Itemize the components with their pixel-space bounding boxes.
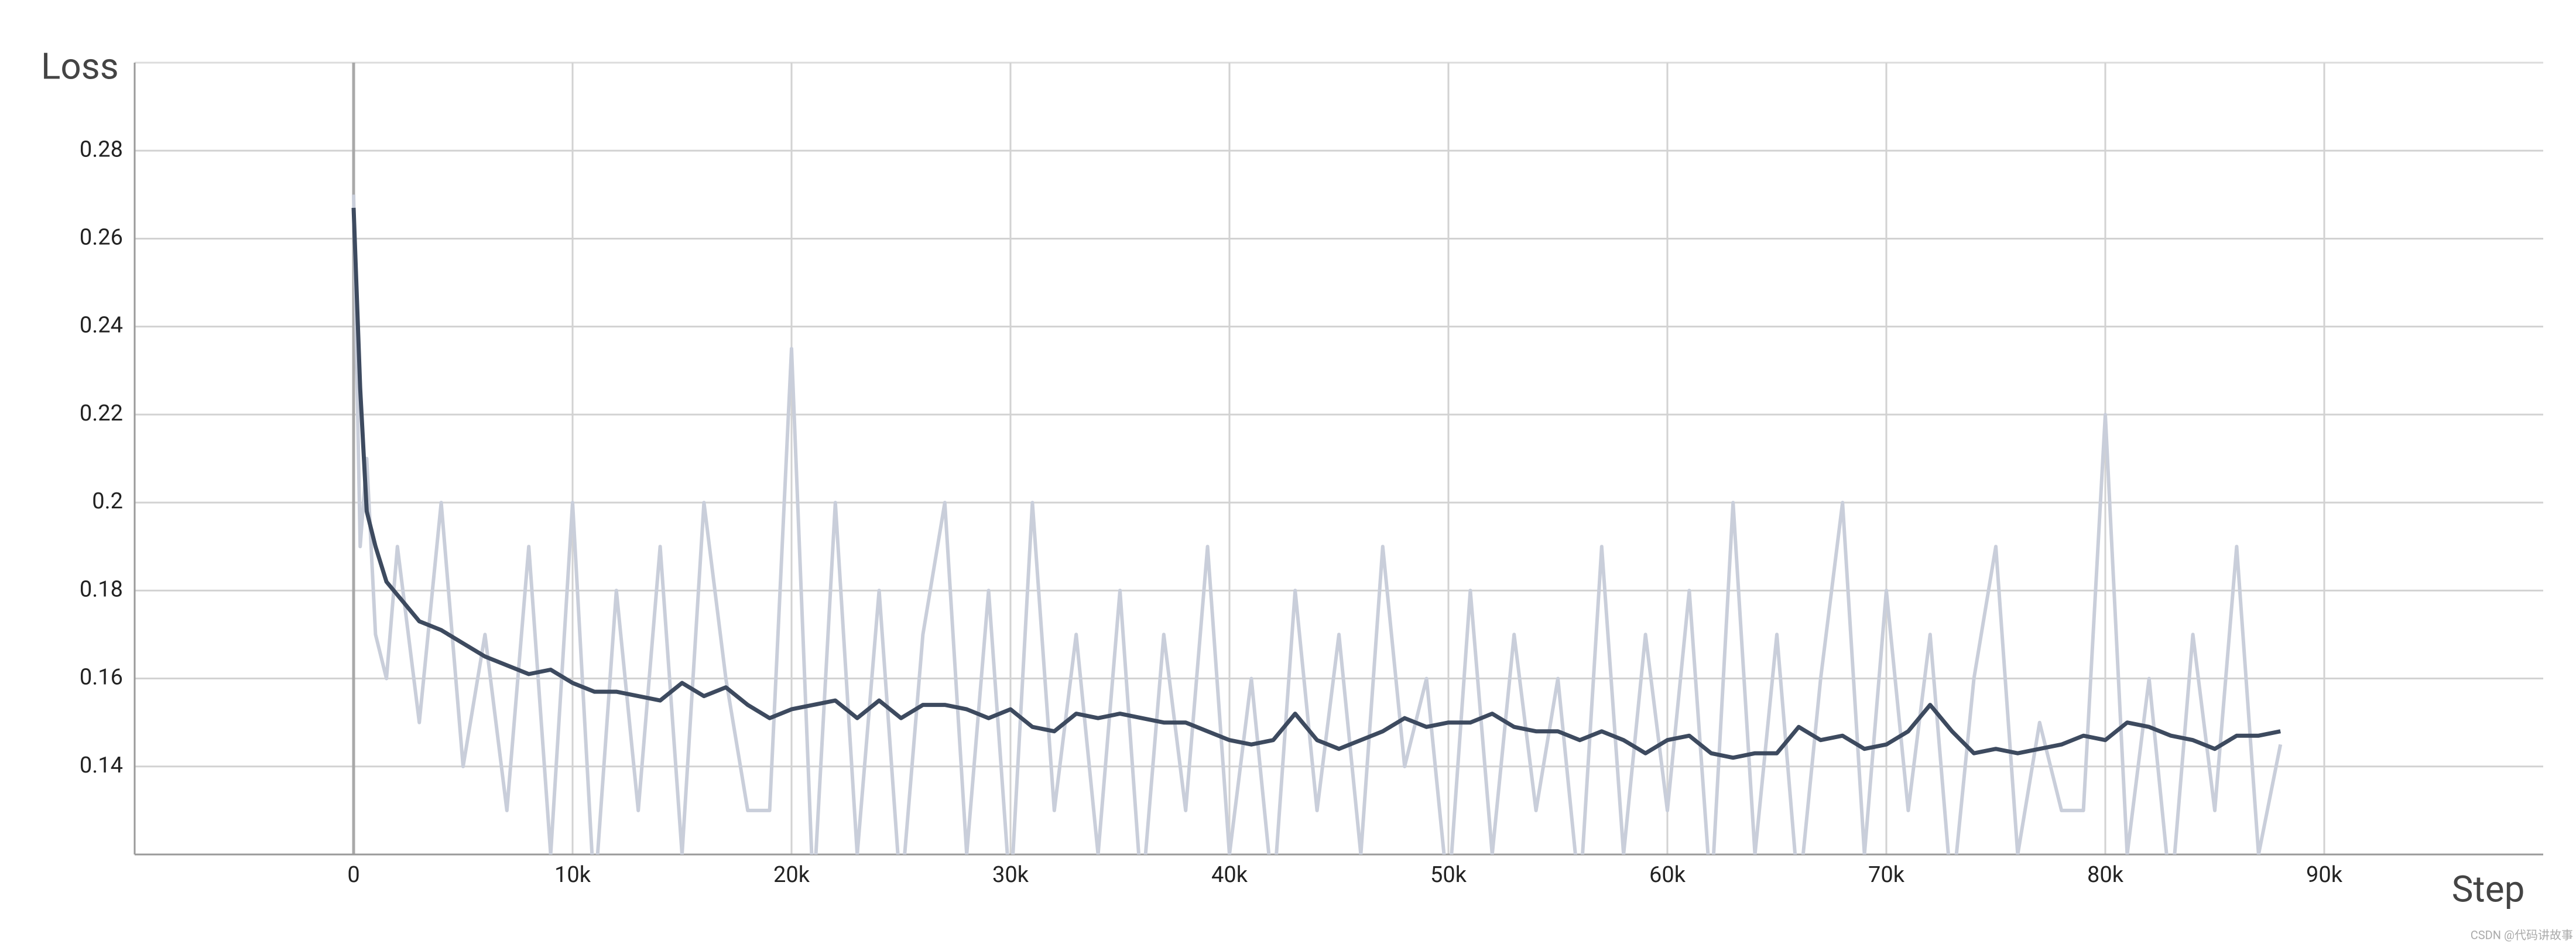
x-tick-label: 80k [2087, 862, 2124, 888]
x-tick-label: 30k [992, 862, 1029, 888]
y-tick-label: 0.28 [80, 136, 123, 162]
x-tick-label: 10k [554, 862, 591, 888]
y-tick-label: 0.14 [80, 753, 123, 778]
plot-area [351, 194, 2283, 854]
y-tick-label: 0.24 [80, 313, 123, 339]
y-tick-label: 0.16 [80, 665, 123, 690]
smoothed-line [351, 207, 2281, 760]
x-tick-label: 40k [1211, 862, 1248, 888]
y-tick-label: 0.22 [80, 401, 123, 426]
x-tick-label: 20k [773, 862, 810, 888]
watermark: CSDN @代码讲故事 [2471, 928, 2573, 942]
x-tick-label: 70k [1868, 862, 1905, 888]
x-tick-label: 0 [347, 862, 359, 888]
x-tick-label: 50k [1430, 862, 1467, 888]
y-tick-label: 0.26 [80, 224, 123, 250]
raw-line [352, 194, 2283, 854]
x-axis-title: Step [2452, 868, 2525, 911]
y-tick-label: 0.2 [92, 488, 123, 514]
x-tick-label: 90k [2306, 862, 2343, 888]
y-tick-label: 0.18 [80, 576, 123, 602]
x-tick-label: 60k [1649, 862, 1686, 888]
y-axis-title: Loss [41, 45, 119, 88]
